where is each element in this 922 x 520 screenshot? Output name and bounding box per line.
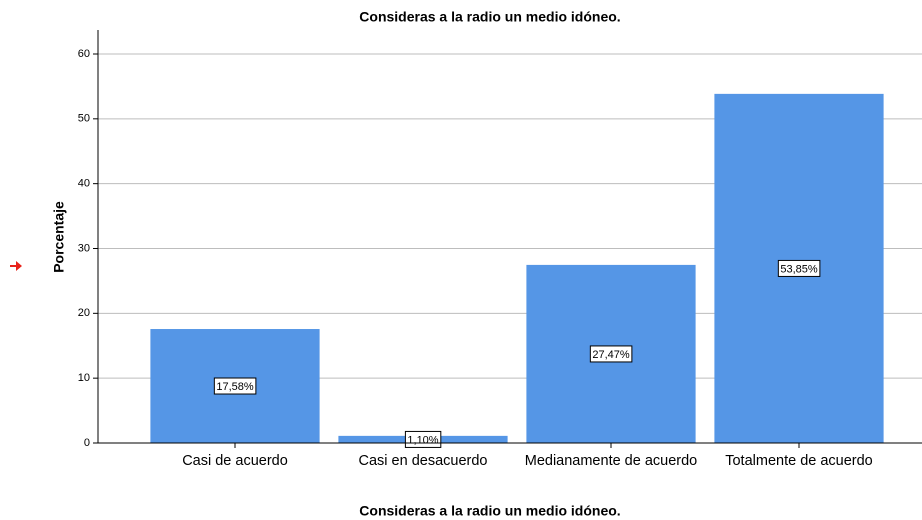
x-tick-label: Casi de acuerdo: [182, 453, 288, 469]
y-tick-label: 0: [84, 437, 90, 449]
y-tick-label: 40: [78, 178, 90, 190]
x-tick-label: Casi en desacuerdo: [358, 453, 488, 469]
x-axis-label: Consideras a la radio un medio idóneo.: [359, 503, 620, 519]
data-label: 53,85%: [780, 263, 818, 275]
y-tick-label: 10: [78, 372, 90, 384]
y-tick-label: 60: [78, 48, 90, 60]
data-label-box: [777, 259, 821, 277]
pointer-arrow: [10, 261, 22, 271]
data-label-box: [589, 345, 633, 363]
y-tick-label: 20: [78, 307, 90, 319]
x-tick-label: Medianamente de acuerdo: [524, 453, 698, 469]
x-tick-label: Totalmente de acuerdo: [725, 453, 873, 469]
chart-title: Consideras a la radio un medio idóneo.: [359, 9, 620, 25]
y-tick-label: 50: [78, 113, 90, 125]
y-axis-label: Porcentaje: [51, 201, 67, 273]
y-tick-label: 30: [78, 242, 90, 254]
data-label: 1,10%: [407, 434, 438, 446]
data-label: 27,47%: [592, 349, 630, 361]
data-label: 17,58%: [216, 381, 254, 393]
data-label-box: [213, 377, 257, 395]
